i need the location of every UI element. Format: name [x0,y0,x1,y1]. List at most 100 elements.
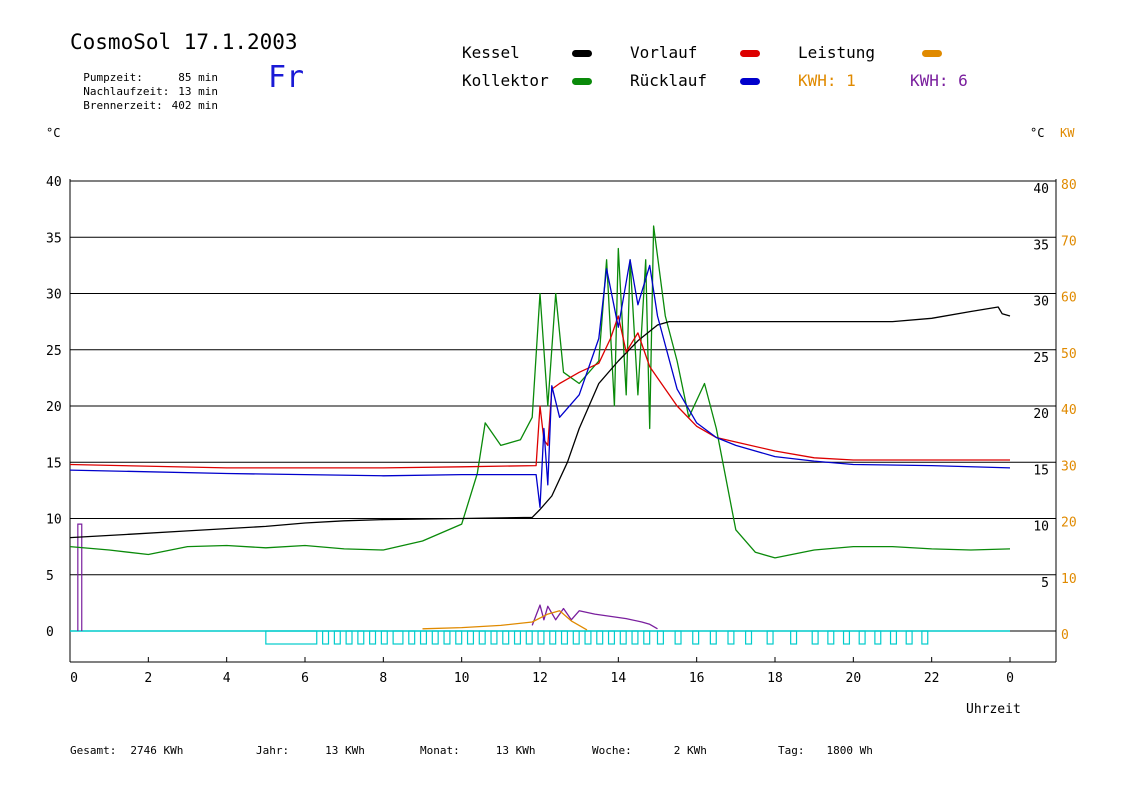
pump-interval [889,630,898,645]
legend-vorlauf-label: Vorlauf [630,43,698,62]
pump-interval [392,630,404,645]
pump-interval [607,630,616,645]
series-line-vorlauf [69,315,1010,469]
x-tick-label: 10 [454,671,470,686]
footer-value: 2 KWh [673,744,707,757]
pump-interval [549,630,557,645]
x-tick-label: 4 [223,671,231,686]
pump-interval [419,630,428,645]
stat-value: 85 min [178,71,218,84]
pump-interval [408,630,416,645]
stat-pumpzeit: Pumpzeit: 85 min [70,58,218,84]
y-right-kw-tick-label: 50 [1061,347,1077,362]
footer-value: 13 KWh [495,744,536,757]
footer-label: Jahr: [256,744,290,757]
pump-interval [766,630,774,645]
y-right-kw-tick-label: 80 [1061,178,1077,193]
y-right-celsius-tick-label: 5 [1041,576,1049,591]
x-tick-label: 16 [689,671,705,686]
legend-leistung-label: Leistung [798,43,876,62]
pump-interval [490,630,498,645]
y-right-celsius-tick-label: 20 [1033,407,1049,422]
pump-interval [692,630,700,645]
pump-interval [333,630,341,645]
pump-interval [584,630,592,645]
left-unit-label: °C [46,126,61,140]
y-right-kw-tick-label: 60 [1061,291,1077,306]
x-tick-label: 8 [379,671,387,686]
pump-interval [656,630,664,645]
stat-brennerzeit: Brennerzeit: 402 min [70,86,218,112]
pump-interval [478,630,486,645]
y-right-celsius-tick-label: 25 [1033,351,1049,366]
kwh6-spike [77,523,83,631]
stat-label: Brennerzeit: [83,99,163,112]
pump-interval [619,630,627,645]
pump-interval [525,630,533,645]
footer-label: Monat: [420,744,460,757]
legend-vorlauf-swatch [740,50,760,57]
pump-interval [905,630,913,645]
pump-interval [874,630,882,645]
pump-interval [431,630,439,645]
pump-interval [345,630,353,645]
pump-interval [502,630,510,645]
pump-interval [631,630,639,645]
y-right-celsius-tick-label: 40 [1033,182,1049,197]
pump-interval [369,630,377,645]
y-left-tick-label: 30 [46,288,62,303]
x-tick-label: 12 [532,671,548,686]
pump-interval [921,630,929,645]
footer-label: Gesamt: [70,744,117,757]
x-axis-label: Uhrzeit [966,702,1021,717]
footer-monat: Monat: 13 KWh [420,744,536,757]
legend-leistung-swatch [922,50,942,57]
stat-value: 13 min [178,85,218,98]
x-tick-label: 18 [767,671,783,686]
footer-label: Tag: [778,744,805,757]
pump-interval [842,630,851,645]
y-right-kw-tick-label: 10 [1061,572,1077,587]
pump-interval [709,630,717,645]
chart-title: CosmoSol 17.1.2003 [70,30,298,54]
footer-jahr: Jahr: 13 KWh [256,744,365,757]
legend-kollektor-label: Kollektor [462,71,549,90]
stat-label: Nachlaufzeit: [83,85,170,98]
pump-interval [443,630,451,645]
right-kw-unit-label: KW [1060,126,1075,140]
series-line-kessel [69,306,1011,539]
x-tick-label: 6 [301,671,309,686]
y-left-tick-label: 15 [46,456,62,471]
pump-interval [790,630,798,645]
y-right-celsius-tick-label: 15 [1033,463,1049,478]
pump-interval [596,630,604,645]
series-line-kwh6 [531,604,658,630]
pump-interval [643,630,651,645]
legend-kwh1-label: KWH: 1 [798,71,856,90]
right-celsius-unit-label: °C [1030,126,1045,140]
pump-interval [572,630,580,645]
weekday-label: Fr [268,60,305,95]
y-left-tick-label: 40 [46,175,62,190]
legend-kessel-swatch [572,50,592,57]
pump-interval [858,630,866,645]
legend-kwh6-label: KWH: 6 [910,71,968,90]
pump-interval [537,630,545,645]
legend-ruecklauf-label: Rücklauf [630,71,708,90]
y-right-celsius-tick-label: 10 [1033,520,1049,535]
x-tick-label: 0 [1006,671,1014,686]
pump-interval [322,630,330,645]
footer-value: 13 KWh [325,744,365,757]
legend-ruecklauf-swatch [740,78,760,85]
pump-interval [827,630,835,645]
series-line-leistung [422,610,588,631]
pump-interval [560,630,569,645]
x-tick-label: 22 [924,671,940,686]
y-right-celsius-tick-label: 35 [1033,238,1049,253]
y-left-tick-label: 0 [46,625,54,640]
y-right-kw-tick-label: 70 [1061,234,1077,249]
x-tick-label: 14 [611,671,627,686]
legend-kollektor-swatch [572,78,592,85]
pump-interval [380,630,388,645]
